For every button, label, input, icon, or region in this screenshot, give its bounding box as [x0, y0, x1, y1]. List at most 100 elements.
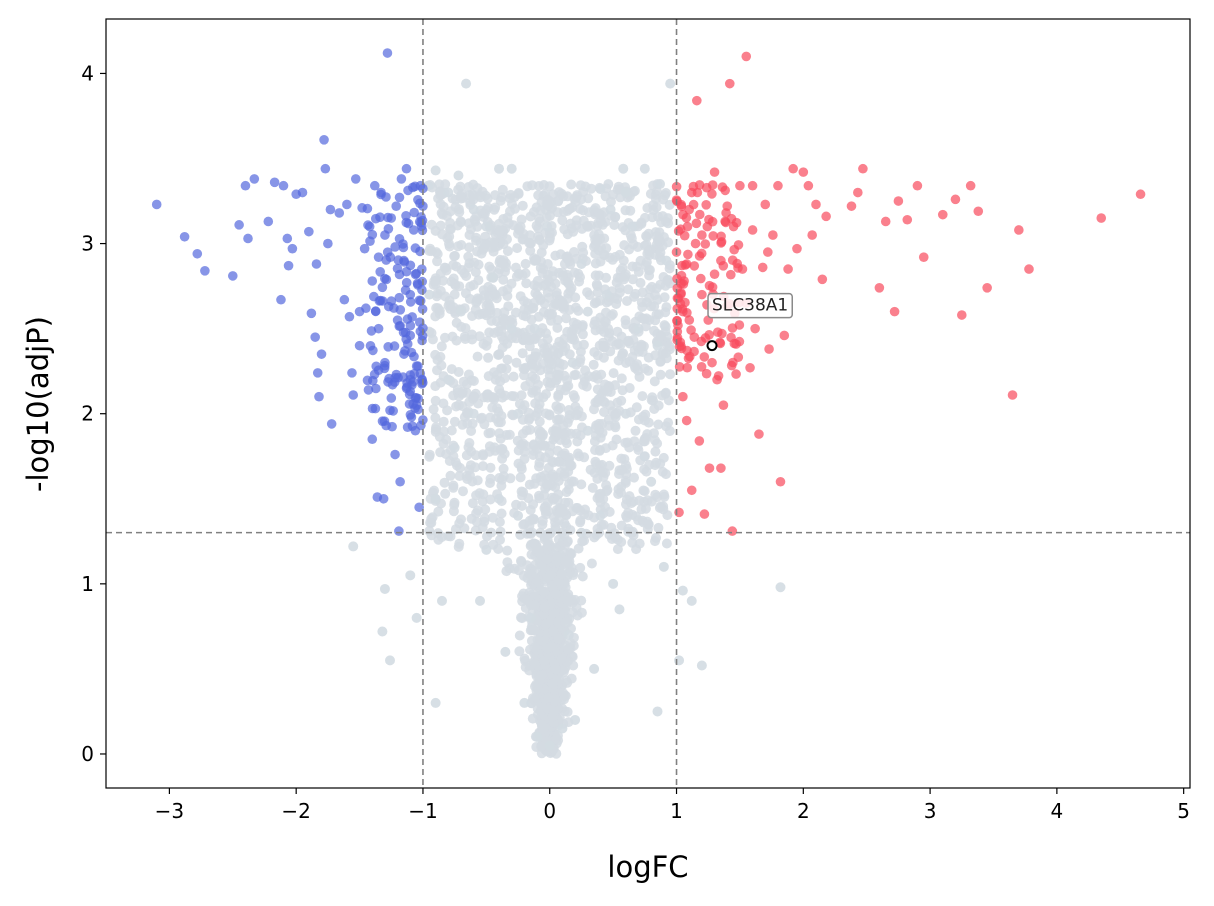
not-significant-point: [658, 561, 669, 572]
background-density-point: [496, 480, 507, 491]
upregulated-density-point: [682, 362, 692, 373]
background-density-point: [616, 373, 627, 384]
background-density-point: [497, 392, 508, 403]
not-significant-point: [570, 714, 581, 725]
upregulated-point: [684, 204, 695, 215]
background-density-point: [518, 363, 529, 374]
not-significant-point: [468, 204, 479, 215]
background-density-point: [465, 281, 476, 292]
upregulated-point: [716, 463, 726, 473]
background-density-point: [484, 446, 495, 457]
background-density-point: [532, 444, 543, 454]
not-significant-point: [377, 626, 388, 637]
background-density-point: [464, 218, 474, 229]
background-density-point: [445, 470, 456, 481]
background-density-point: [483, 352, 494, 363]
background-density-point: [652, 235, 663, 246]
background-density-point: [608, 368, 619, 379]
background-density-point: [612, 544, 623, 555]
background-density-point: [560, 435, 571, 446]
not-significant-point: [443, 187, 454, 198]
background-density-point: [602, 386, 613, 397]
background-density-point: [494, 226, 505, 237]
downregulated-density-point: [410, 243, 421, 253]
not-significant-point: [436, 595, 447, 606]
downregulated-point: [378, 493, 389, 504]
background-density-point: [502, 354, 513, 365]
downregulated-point: [414, 502, 424, 513]
background-density-point: [441, 434, 452, 445]
upregulated-point: [912, 180, 923, 191]
background-density-point: [607, 534, 617, 544]
background-density-point: [643, 228, 654, 239]
background-density-point: [493, 544, 504, 554]
background-density-point: [530, 411, 541, 421]
background-density-point: [591, 459, 602, 470]
background-density-point: [617, 222, 628, 233]
y-tick-label: 1: [81, 572, 94, 596]
background-density-point: [647, 212, 658, 223]
upregulated-point: [811, 199, 821, 210]
background-density-point: [565, 285, 576, 296]
background-density-point: [653, 400, 664, 411]
downregulated-point: [361, 303, 371, 314]
background-density-point: [517, 428, 528, 439]
not-significant-point: [500, 646, 511, 657]
upregulated-density-point: [733, 352, 744, 363]
background-density-point: [467, 311, 478, 321]
background-density-point: [646, 281, 657, 292]
not-significant-point: [652, 340, 663, 351]
downregulated-density-point: [405, 410, 416, 420]
background-density-point: [575, 354, 586, 365]
background-density-point: [435, 447, 446, 458]
background-density-point: [545, 570, 555, 581]
background-density-point: [517, 200, 528, 211]
background-density-point: [621, 510, 632, 521]
background-density-point: [436, 341, 447, 352]
background-density-point: [487, 512, 498, 523]
background-density-point: [453, 367, 464, 377]
background-density-point: [617, 385, 628, 396]
background-density-point: [430, 381, 441, 392]
background-density-point: [664, 263, 675, 274]
background-density-point: [542, 334, 553, 345]
upregulated-point: [747, 225, 758, 235]
background-density-point: [462, 418, 473, 429]
y-axis-ticks: 0 1 2 3 4: [81, 61, 106, 766]
background-density-point: [562, 326, 573, 337]
upregulated-density-point: [676, 201, 687, 212]
background-density-point: [573, 405, 584, 416]
background-density-point: [611, 299, 622, 309]
background-density-point: [479, 513, 490, 524]
not-significant-point: [618, 163, 629, 174]
background-density-point: [482, 193, 493, 204]
background-density-point: [466, 426, 477, 436]
background-density-point: [650, 536, 660, 547]
downregulated-point: [410, 425, 421, 436]
background-density-point: [655, 458, 666, 469]
threshold-lines: [106, 19, 1190, 788]
background-density-point: [440, 179, 451, 190]
background-density-point: [446, 425, 457, 436]
background-density-point: [515, 529, 526, 540]
background-density-point: [532, 634, 543, 645]
upregulated-density-point: [699, 352, 710, 362]
downregulated-point: [297, 187, 308, 198]
not-significant-point: [529, 323, 540, 334]
background-density-point: [551, 299, 562, 309]
background-density-point: [532, 281, 543, 292]
background-density-point: [649, 301, 660, 312]
downregulated-point: [234, 220, 244, 230]
background-density-point: [495, 526, 506, 537]
not-significant-point: [494, 493, 505, 504]
background-density-point: [572, 436, 583, 447]
downregulated-density-point: [370, 403, 381, 414]
background-density-point: [527, 387, 538, 398]
background-density-point: [502, 234, 512, 245]
background-density-point: [430, 395, 441, 406]
not-significant-point: [379, 583, 390, 594]
downregulated-point: [282, 233, 293, 244]
background-density-point: [449, 497, 460, 508]
downregulated-point: [394, 526, 404, 536]
